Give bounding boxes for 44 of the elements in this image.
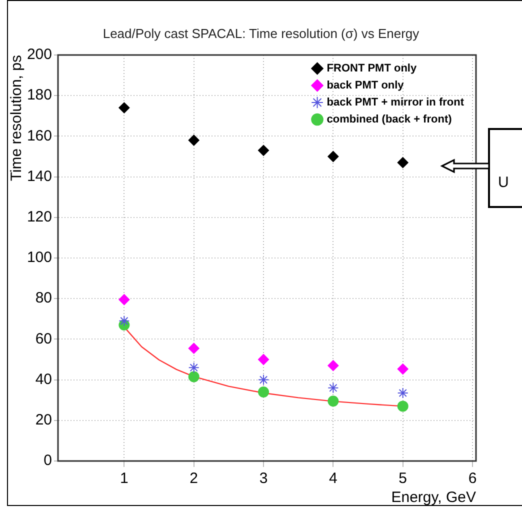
point bbox=[328, 151, 339, 162]
point bbox=[188, 342, 200, 354]
y-tick-label: 140 bbox=[26, 168, 52, 185]
y-tick-label: 120 bbox=[26, 208, 52, 226]
x-tick-label: 3 bbox=[259, 470, 268, 488]
y-tick-label: 180 bbox=[26, 86, 52, 104]
x-tick-label: 2 bbox=[190, 470, 198, 488]
point bbox=[397, 157, 408, 168]
x-tick-label: 1 bbox=[120, 470, 128, 488]
x-tick-label: 4 bbox=[329, 470, 338, 488]
point bbox=[397, 364, 408, 375]
x-axis-title: Energy, GeV bbox=[391, 489, 476, 506]
point bbox=[118, 315, 130, 326]
point bbox=[188, 371, 200, 382]
point bbox=[397, 400, 408, 412]
y-tick-label: 160 bbox=[26, 127, 52, 144]
text: U bbox=[498, 174, 509, 191]
legend-label: back PMT + mirror in front bbox=[326, 96, 464, 109]
y-axis-title: Time resolution, ps bbox=[8, 55, 26, 182]
point bbox=[258, 386, 270, 398]
point bbox=[188, 134, 200, 146]
y-tick-label: 100 bbox=[26, 249, 52, 266]
point bbox=[118, 102, 130, 114]
x-tick-label: 6 bbox=[468, 470, 477, 488]
legend-label: back PMT only bbox=[326, 80, 405, 92]
y-tick-label: 40 bbox=[35, 370, 52, 388]
point bbox=[328, 396, 339, 407]
point bbox=[118, 294, 130, 306]
y-tick-label: 200 bbox=[26, 46, 52, 64]
point bbox=[328, 382, 339, 394]
point bbox=[258, 144, 270, 156]
point bbox=[258, 354, 270, 365]
point bbox=[188, 362, 200, 374]
point bbox=[258, 374, 270, 386]
y-tick-label: 80 bbox=[35, 290, 52, 307]
y-tick-label: 60 bbox=[35, 330, 52, 348]
chart-title: Lead/Poly cast SPACAL: Time resolution (σ) vs Energy bbox=[102, 26, 420, 41]
legend-label: combined (back + front) bbox=[326, 114, 452, 126]
point bbox=[328, 360, 339, 372]
y-tick-label: 0 bbox=[44, 452, 52, 470]
legend-label: FRONT PMT only bbox=[326, 62, 418, 75]
y-tick-label: 20 bbox=[35, 412, 52, 429]
point bbox=[397, 387, 408, 398]
x-tick-label: 5 bbox=[398, 470, 408, 488]
